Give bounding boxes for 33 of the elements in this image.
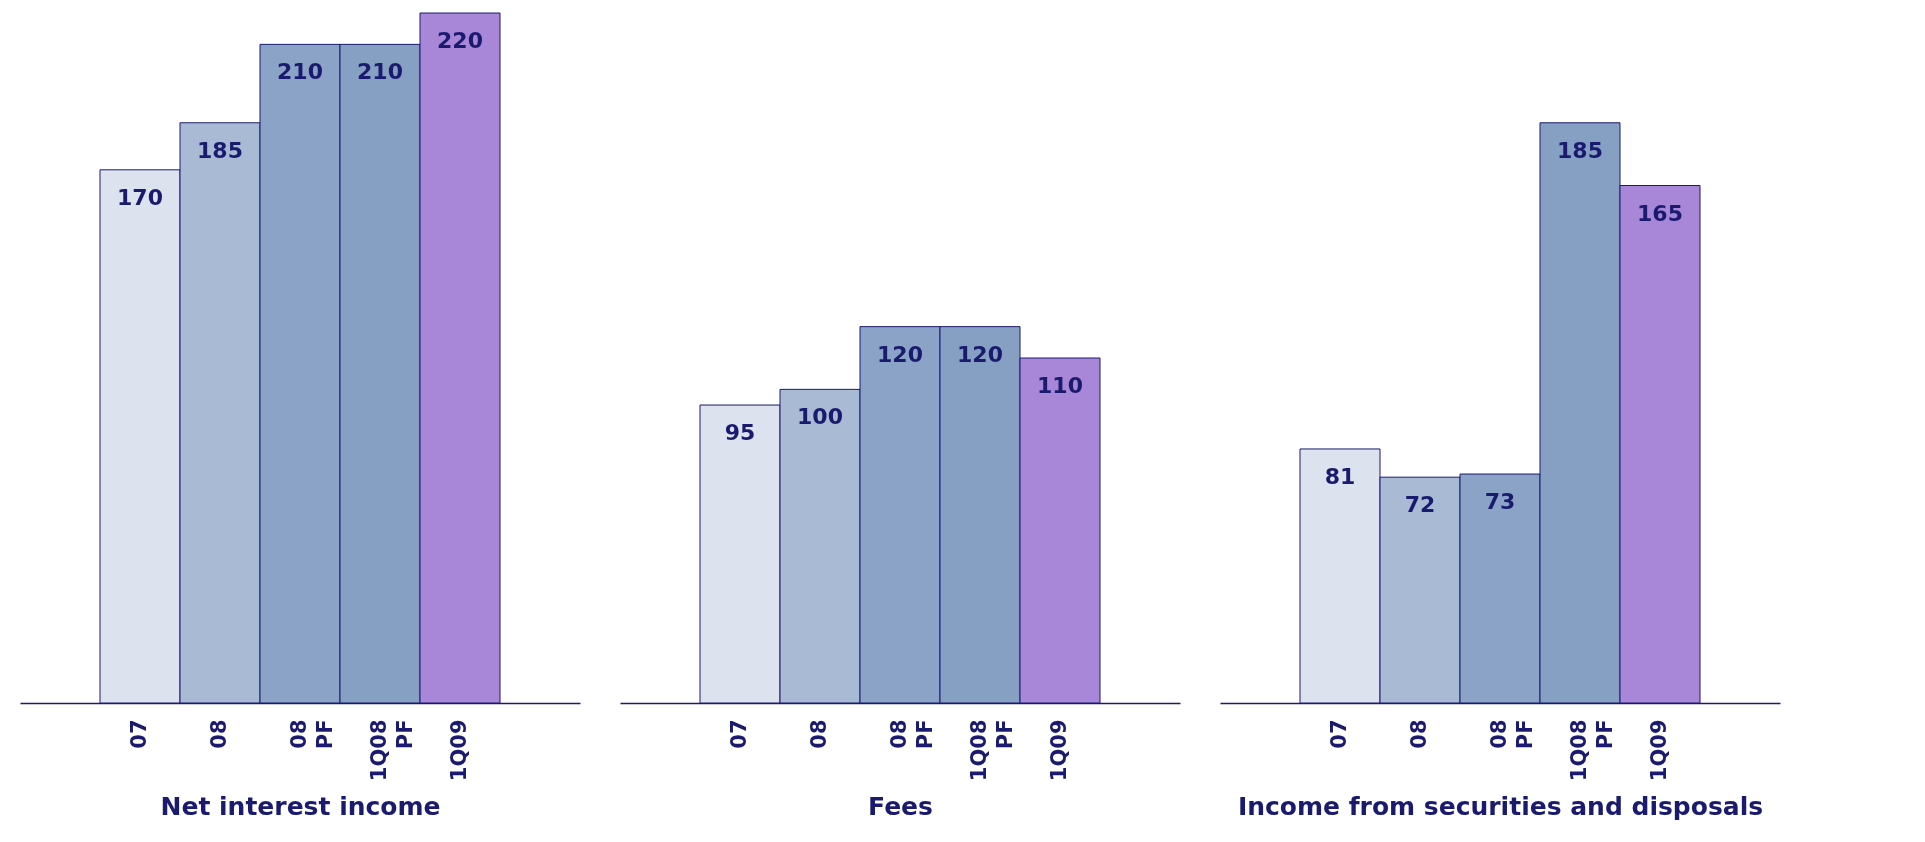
x-tick-label: 08 PF bbox=[1487, 719, 1537, 750]
x-tick-label: 07 bbox=[1327, 719, 1351, 749]
x-tick-label: 08 PF bbox=[287, 719, 337, 750]
data-label: 73 bbox=[1484, 489, 1516, 515]
data-label: 120 bbox=[877, 341, 923, 367]
x-tick-label: 1Q09 bbox=[1647, 719, 1671, 782]
data-label: 110 bbox=[1037, 373, 1083, 398]
x-tick-label: 07 bbox=[727, 719, 751, 749]
data-label: 210 bbox=[357, 59, 403, 85]
x-tick-label: 1Q08 PF bbox=[967, 719, 1017, 782]
data-label: 185 bbox=[1557, 137, 1603, 163]
x-tick-label: 1Q09 bbox=[1047, 719, 1071, 782]
data-label: 120 bbox=[957, 341, 1003, 367]
data-label: 170 bbox=[117, 184, 163, 210]
data-label: 185 bbox=[197, 137, 243, 163]
x-tick-label: 08 PF bbox=[887, 719, 937, 750]
data-label: 100 bbox=[797, 404, 843, 430]
data-label: 210 bbox=[277, 59, 323, 85]
x-axis-title: Income from securities and disposals bbox=[1237, 792, 1764, 822]
data-label: 220 bbox=[437, 28, 483, 53]
x-tick-label: 08 bbox=[1407, 719, 1431, 749]
data-label: 81 bbox=[1324, 463, 1356, 489]
x-tick-label: 08 bbox=[207, 719, 231, 749]
data-label: 95 bbox=[724, 420, 756, 446]
x-axis-title: Fees bbox=[868, 792, 933, 822]
data-label: 165 bbox=[1637, 200, 1683, 226]
data-label: 72 bbox=[1404, 492, 1436, 518]
x-tick-label: 1Q09 bbox=[447, 719, 471, 782]
x-axis-title: Net interest income bbox=[160, 792, 441, 822]
x-tick-label: 1Q08 PF bbox=[1567, 719, 1617, 782]
x-tick-label: 08 bbox=[807, 719, 831, 749]
x-tick-label: 1Q08 PF bbox=[367, 719, 417, 782]
x-tick-label: 07 bbox=[127, 719, 151, 749]
